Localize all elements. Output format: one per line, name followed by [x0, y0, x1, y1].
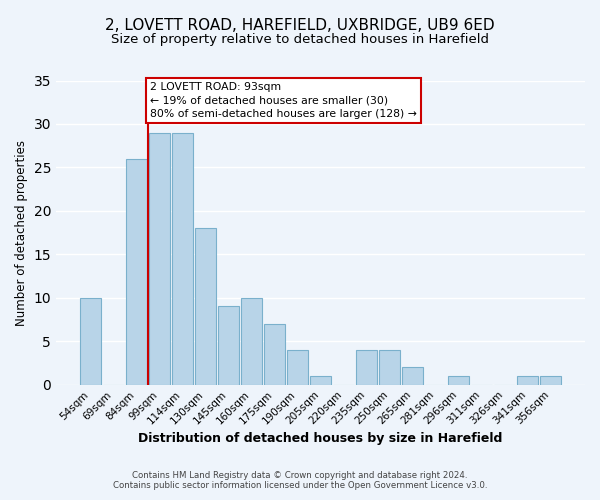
Bar: [287, 350, 308, 384]
Text: Contains public sector information licensed under the Open Government Licence v3: Contains public sector information licen…: [113, 481, 487, 490]
Bar: [264, 324, 285, 384]
Text: Contains HM Land Registry data © Crown copyright and database right 2024.: Contains HM Land Registry data © Crown c…: [132, 471, 468, 480]
X-axis label: Distribution of detached houses by size in Harefield: Distribution of detached houses by size …: [139, 432, 503, 445]
Bar: [241, 298, 262, 384]
Bar: [195, 228, 216, 384]
Bar: [80, 298, 101, 384]
Bar: [172, 132, 193, 384]
Bar: [149, 132, 170, 384]
Bar: [379, 350, 400, 384]
Bar: [517, 376, 538, 384]
Y-axis label: Number of detached properties: Number of detached properties: [15, 140, 28, 326]
Bar: [402, 368, 423, 384]
Text: 2 LOVETT ROAD: 93sqm
← 19% of detached houses are smaller (30)
80% of semi-detac: 2 LOVETT ROAD: 93sqm ← 19% of detached h…: [150, 82, 417, 118]
Bar: [310, 376, 331, 384]
Bar: [126, 158, 147, 384]
Bar: [218, 306, 239, 384]
Text: 2, LOVETT ROAD, HAREFIELD, UXBRIDGE, UB9 6ED: 2, LOVETT ROAD, HAREFIELD, UXBRIDGE, UB9…: [105, 18, 495, 32]
Bar: [356, 350, 377, 384]
Bar: [448, 376, 469, 384]
Text: Size of property relative to detached houses in Harefield: Size of property relative to detached ho…: [111, 32, 489, 46]
Bar: [540, 376, 561, 384]
